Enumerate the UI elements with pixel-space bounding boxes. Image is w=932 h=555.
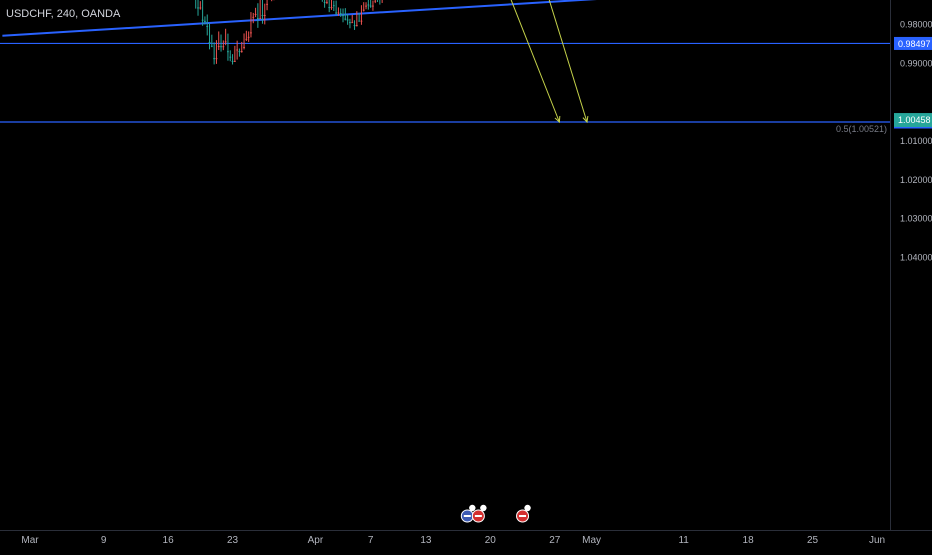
- candle-body: [374, 0, 377, 2]
- candle-body: [259, 17, 262, 19]
- candle-body: [365, 5, 367, 7]
- candle-body: [323, 1, 326, 3]
- candle-body: [247, 36, 250, 38]
- candle-body: [204, 20, 206, 22]
- candle-body: [233, 60, 236, 62]
- price-badge-label: 0.98497: [898, 39, 931, 49]
- candle-body: [222, 46, 225, 48]
- projection-arrow-1: [510, 0, 560, 123]
- candle-body: [360, 20, 363, 22]
- candle-body: [349, 22, 351, 24]
- chart-title: USDCHF, 240, OANDA: [6, 8, 121, 20]
- candle-body: [238, 51, 241, 53]
- flag-count-dot: [469, 504, 476, 512]
- candle-body: [372, 5, 374, 7]
- candle-body: [346, 19, 349, 21]
- candle-body: [227, 51, 229, 53]
- candle-body: [355, 25, 358, 27]
- candle-body: [224, 41, 227, 43]
- candle-body: [240, 51, 243, 53]
- x-tick-label: 25: [807, 535, 819, 546]
- candle-body: [344, 18, 347, 20]
- y-tick-label: 1.01000: [900, 136, 932, 146]
- projection-arrow-head: [554, 115, 561, 124]
- candle-body: [256, 17, 259, 19]
- candle-body: [199, 7, 202, 9]
- candle-body: [351, 22, 354, 24]
- candle-body: [369, 5, 372, 7]
- x-tick-label: 20: [485, 535, 497, 546]
- candle-body: [236, 49, 239, 51]
- candle-body: [337, 12, 340, 14]
- swiss-flag-icon: [471, 504, 487, 523]
- candle-body: [266, 3, 268, 5]
- price-badge-label: 1.00458: [898, 115, 931, 125]
- x-tick-label: 13: [420, 535, 432, 546]
- candle-body: [252, 16, 255, 18]
- candle-body: [342, 15, 344, 17]
- candle-body: [213, 58, 216, 60]
- candle-body: [358, 20, 361, 22]
- candle-body: [231, 60, 234, 62]
- descending-trendline: [2, 0, 597, 37]
- candle-body: [245, 38, 248, 40]
- x-tick-label: 27: [549, 535, 561, 546]
- flag-count-dot: [524, 504, 531, 512]
- candle-body: [208, 42, 211, 44]
- candle-body: [362, 9, 365, 11]
- candle-body: [243, 46, 245, 48]
- candle-body: [250, 32, 252, 34]
- price-badge: [894, 113, 932, 127]
- us-flag-icon: [460, 504, 476, 523]
- x-tick-label: 11: [678, 535, 689, 546]
- candle-body: [206, 25, 209, 27]
- candle-body: [197, 7, 199, 9]
- x-tick-label: 18: [743, 535, 755, 546]
- candle-body: [339, 13, 342, 15]
- candle-body: [353, 25, 356, 27]
- candle-body: [215, 58, 218, 60]
- x-tick-label: 23: [227, 535, 239, 546]
- y-tick-label: 1.04000: [900, 253, 932, 263]
- candle-body: [367, 4, 370, 6]
- x-tick-label: May: [582, 535, 601, 546]
- y-tick-label: 0.98000: [900, 20, 932, 30]
- flag-mark: [474, 515, 482, 517]
- x-tick-label: Jun: [869, 535, 885, 546]
- x-tick-label: Mar: [21, 535, 39, 546]
- projection-arrow-head: [582, 115, 589, 124]
- candle-body: [229, 56, 232, 58]
- price-badge: [894, 36, 932, 50]
- projection-arrow-2: [548, 0, 588, 123]
- x-tick-label: 9: [101, 535, 107, 546]
- x-tick-label: 16: [163, 535, 175, 546]
- flag-count-dot: [480, 504, 487, 512]
- candle-body: [220, 46, 222, 48]
- candle-body: [335, 12, 338, 14]
- y-tick-label: 1.02000: [900, 175, 932, 185]
- fib-level-label: 0.5(1.00521): [836, 124, 887, 134]
- y-tick-label: 0.99000: [900, 58, 932, 68]
- flag-mark: [519, 515, 527, 517]
- plot-area: [0, 0, 890, 124]
- candle-body: [326, 1, 328, 3]
- candle-body: [201, 19, 204, 21]
- candle-body: [263, 14, 266, 16]
- candle-body: [332, 5, 335, 7]
- x-tick-label: Apr: [308, 535, 324, 546]
- x-tick-label: 7: [368, 535, 374, 546]
- candle-body: [330, 7, 333, 9]
- candle-body: [254, 13, 257, 15]
- swiss-flag-icon: [516, 504, 531, 523]
- flag-mark: [463, 515, 471, 517]
- candles: [195, 0, 383, 65]
- candle-body: [210, 45, 213, 47]
- candle-body: [261, 14, 264, 16]
- candle-body: [328, 7, 331, 9]
- candle-body: [217, 45, 220, 47]
- y-tick-label: 1.03000: [900, 214, 932, 224]
